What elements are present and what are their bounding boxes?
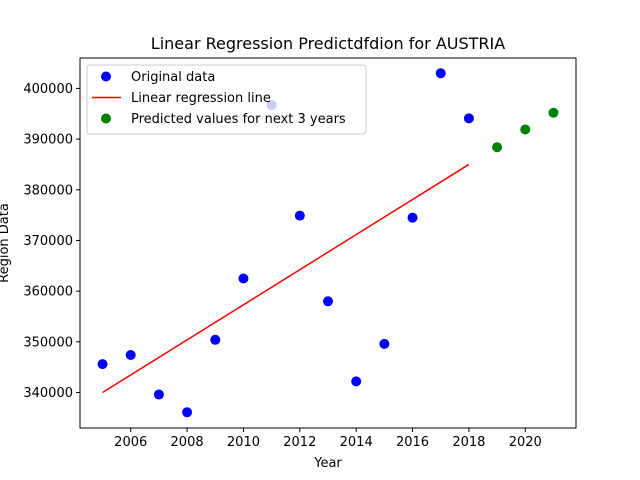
legend-label-predicted: Predicted values for next 3 years	[131, 112, 346, 127]
original-data-point	[97, 359, 108, 370]
y-axis-label: Region Data	[0, 203, 12, 283]
x-tick-label: 2020	[509, 435, 542, 450]
predicted-data-point	[548, 107, 559, 118]
x-tick-label: 2012	[283, 435, 316, 450]
x-tick-label: 2010	[227, 435, 260, 450]
legend: Original data Linear regression line Pre…	[86, 64, 367, 135]
legend-marker-predicted	[101, 113, 111, 124]
y-tick-label: 360000	[23, 285, 73, 300]
original-data-point	[238, 273, 249, 284]
original-data-point	[294, 210, 305, 221]
regression-line	[102, 163, 470, 394]
legend-marker-original	[101, 71, 111, 82]
y-tick-label: 340000	[23, 386, 73, 401]
original-data-point	[351, 376, 362, 387]
y-tick-label: 400000	[23, 82, 73, 97]
legend-box	[86, 64, 367, 135]
predicted-data-point	[492, 142, 503, 153]
x-axis: 2006 2008 2010 2012 2014 2016 2018 2020	[114, 428, 542, 450]
x-tick-label: 2016	[396, 435, 429, 450]
original-data-point	[153, 389, 164, 400]
legend-label-original: Original data	[131, 70, 215, 85]
y-tick-label: 370000	[23, 234, 73, 249]
original-data-point	[125, 350, 136, 361]
x-axis-label: Year	[313, 456, 342, 471]
original-data-point	[210, 334, 221, 345]
original-data-point	[407, 212, 418, 223]
y-tick-label: 390000	[23, 133, 73, 148]
y-axis: 340000 350000 360000 370000 380000 390000 4000…	[23, 82, 80, 401]
original-data-point	[463, 113, 474, 124]
original-data-point	[379, 338, 390, 349]
x-tick-label: 2014	[340, 435, 373, 450]
x-tick-label: 2008	[171, 435, 204, 450]
x-tick-label: 2006	[114, 435, 147, 450]
y-tick-label: 380000	[23, 183, 73, 198]
plot-marks	[97, 68, 559, 418]
predicted-data-point	[520, 124, 531, 135]
legend-label-regression: Linear regression line	[131, 91, 271, 106]
original-data-point	[323, 296, 333, 307]
y-tick-label: 350000	[23, 335, 73, 350]
original-data-point	[182, 407, 193, 418]
x-tick-label: 2018	[452, 435, 485, 450]
original-data-point	[435, 68, 446, 79]
chart-title: Linear Regression Predictdfdion for AUST…	[151, 34, 505, 53]
